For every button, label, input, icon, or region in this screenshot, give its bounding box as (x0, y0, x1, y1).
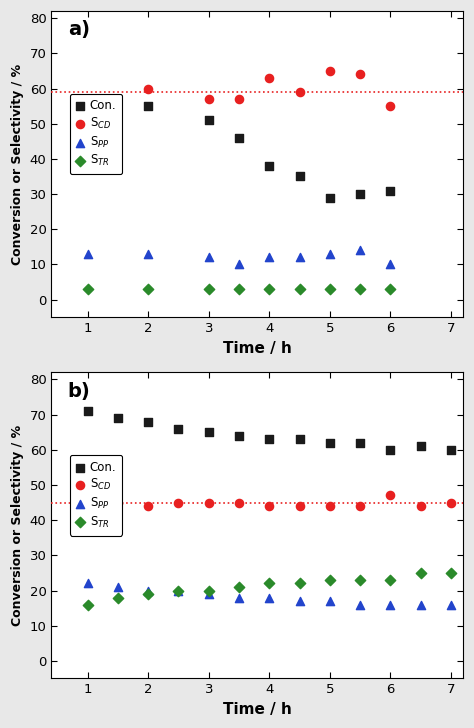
Con. (326, 191, 334, 203)
Con. (265, 433, 273, 445)
S$_{TR}$ (235, 283, 243, 295)
S$_{TR}$ (386, 283, 394, 295)
S$_{TR}$ (205, 283, 212, 295)
S$_{CD}$ (386, 100, 394, 112)
S$_{PP}$ (235, 258, 243, 270)
Legend: Con., S$_{CD}$, S$_{PP}$, S$_{TR}$: Con., S$_{CD}$, S$_{PP}$, S$_{TR}$ (70, 455, 122, 536)
S$_{TR}$ (417, 567, 424, 579)
X-axis label: Time / h: Time / h (223, 341, 292, 356)
S$_{TR}$ (447, 567, 455, 579)
S$_{TR}$ (326, 283, 334, 295)
S$_{TR}$ (386, 574, 394, 586)
S$_{PP}$ (386, 258, 394, 270)
S$_{TR}$ (205, 585, 212, 596)
Con. (205, 114, 212, 126)
S$_{CD}$ (417, 500, 424, 512)
S$_{PP}$ (145, 585, 152, 596)
S$_{CD}$ (145, 500, 152, 512)
S$_{PP}$ (265, 592, 273, 604)
S$_{PP}$ (84, 577, 91, 589)
S$_{TR}$ (114, 592, 122, 604)
S$_{CD}$ (205, 496, 212, 508)
S$_{PP}$ (175, 585, 182, 596)
S$_{CD}$ (296, 500, 303, 512)
S$_{PP}$ (145, 248, 152, 260)
S$_{TR}$ (145, 283, 152, 295)
S$_{TR}$ (356, 283, 364, 295)
S$_{TR}$ (265, 283, 273, 295)
S$_{PP}$ (265, 252, 273, 264)
Y-axis label: Conversion or Selectivity / %: Conversion or Selectivity / % (11, 425, 24, 626)
S$_{PP}$ (386, 598, 394, 610)
Text: a): a) (68, 20, 90, 39)
Con. (205, 427, 212, 438)
Con. (84, 405, 91, 417)
S$_{PP}$ (205, 252, 212, 264)
S$_{TR}$ (145, 588, 152, 600)
Con. (386, 185, 394, 197)
Y-axis label: Conversion or Selectivity / %: Conversion or Selectivity / % (11, 63, 24, 265)
Con. (84, 93, 91, 105)
S$_{PP}$ (205, 588, 212, 600)
S$_{CD}$ (356, 500, 364, 512)
S$_{CD}$ (175, 496, 182, 508)
Legend: Con., S$_{CD}$, S$_{PP}$, S$_{TR}$: Con., S$_{CD}$, S$_{PP}$, S$_{TR}$ (70, 94, 122, 174)
S$_{CD}$ (205, 93, 212, 105)
Con. (114, 412, 122, 424)
Con. (356, 437, 364, 448)
S$_{CD}$ (84, 93, 91, 105)
Con. (296, 170, 303, 182)
S$_{CD}$ (265, 500, 273, 512)
S$_{CD}$ (326, 500, 334, 512)
Con. (447, 444, 455, 456)
Con. (175, 423, 182, 435)
S$_{PP}$ (447, 598, 455, 610)
Con. (326, 437, 334, 448)
Con. (296, 433, 303, 445)
S$_{PP}$ (326, 248, 334, 260)
Con. (356, 189, 364, 200)
S$_{PP}$ (84, 248, 91, 260)
S$_{TR}$ (326, 574, 334, 586)
S$_{TR}$ (235, 581, 243, 593)
Con. (235, 132, 243, 143)
S$_{TR}$ (356, 574, 364, 586)
S$_{TR}$ (175, 585, 182, 596)
S$_{CD}$ (235, 93, 243, 105)
S$_{CD}$ (447, 496, 455, 508)
Con. (145, 416, 152, 427)
S$_{TR}$ (296, 577, 303, 589)
S$_{CD}$ (114, 496, 122, 508)
S$_{CD}$ (356, 68, 364, 80)
S$_{PP}$ (417, 598, 424, 610)
S$_{CD}$ (235, 496, 243, 508)
S$_{PP}$ (296, 252, 303, 264)
X-axis label: Time / h: Time / h (223, 702, 292, 717)
Con. (235, 430, 243, 441)
S$_{CD}$ (145, 83, 152, 95)
Con. (265, 160, 273, 172)
S$_{PP}$ (114, 581, 122, 593)
S$_{PP}$ (296, 596, 303, 607)
Con. (386, 444, 394, 456)
S$_{TR}$ (84, 598, 91, 610)
S$_{TR}$ (265, 577, 273, 589)
S$_{PP}$ (356, 245, 364, 256)
S$_{PP}$ (326, 596, 334, 607)
Con. (145, 100, 152, 112)
S$_{CD}$ (296, 86, 303, 98)
S$_{TR}$ (84, 283, 91, 295)
S$_{TR}$ (296, 283, 303, 295)
Con. (417, 440, 424, 452)
S$_{CD}$ (265, 72, 273, 84)
S$_{CD}$ (386, 490, 394, 502)
S$_{PP}$ (235, 592, 243, 604)
S$_{CD}$ (84, 500, 91, 512)
S$_{PP}$ (356, 598, 364, 610)
Text: b): b) (68, 381, 91, 400)
S$_{CD}$ (326, 65, 334, 76)
